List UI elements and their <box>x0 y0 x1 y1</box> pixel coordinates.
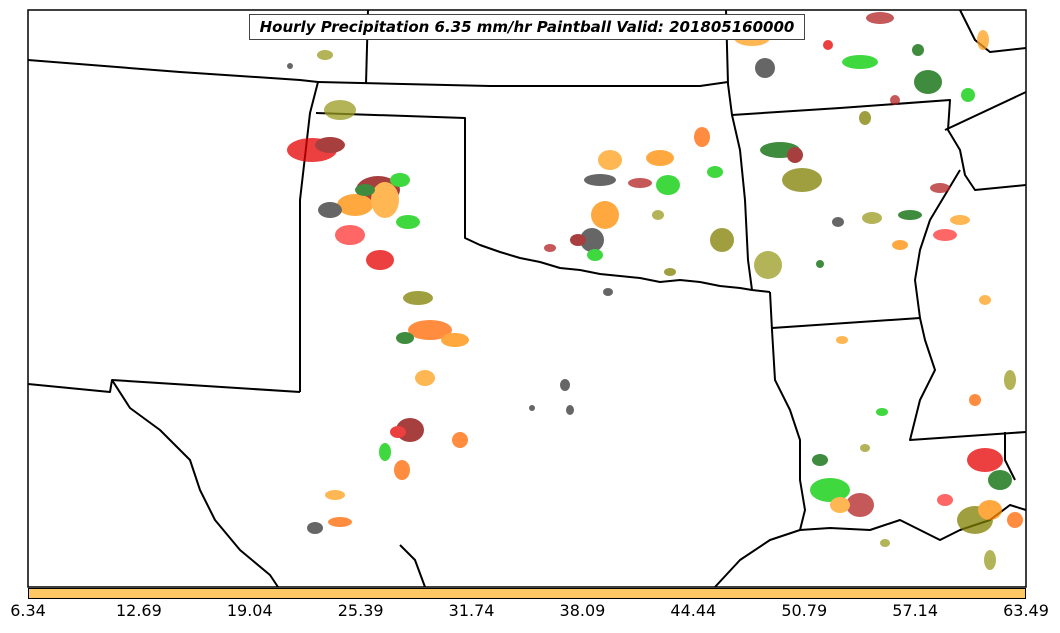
colorbar-tick-label: 57.14 <box>892 601 939 620</box>
state-boundaries <box>27 9 1027 588</box>
la-ms-border <box>1004 432 1016 481</box>
colorbar-tick-label: 38.09 <box>559 601 606 620</box>
ky-border <box>959 9 1027 53</box>
co-nm-border <box>27 59 319 392</box>
ok-panhandle <box>315 112 771 293</box>
colorbar-tick-label: 44.44 <box>670 601 717 620</box>
ks-mo-border <box>725 9 753 291</box>
ar-border <box>731 99 1027 191</box>
colorbar-tick-label: 31.74 <box>448 601 495 620</box>
mo-border <box>944 91 1027 131</box>
map-frame <box>27 9 1027 588</box>
colorbar-tick-label: 63.49 <box>1003 601 1049 620</box>
colorbar-tick-label: 12.69 <box>115 601 162 620</box>
tx-mx-border <box>111 379 279 588</box>
tx-la-border <box>769 291 806 531</box>
colorbar <box>28 588 1026 599</box>
nm-tx-border <box>27 379 301 393</box>
colorbar-tick-label: 19.04 <box>226 601 273 620</box>
colorbar-tick-label: 6.34 <box>10 601 46 620</box>
ar-la-border <box>771 317 1027 441</box>
colorbar-tick-label: 25.39 <box>337 601 384 620</box>
tx-mx-border-east <box>399 544 426 588</box>
colorbar-tick-label: 50.79 <box>781 601 828 620</box>
map-title: Hourly Precipitation 6.35 mm/hr Paintbal… <box>249 14 805 40</box>
precip-blobs <box>287 12 1023 570</box>
ks-ok-border <box>317 81 729 87</box>
